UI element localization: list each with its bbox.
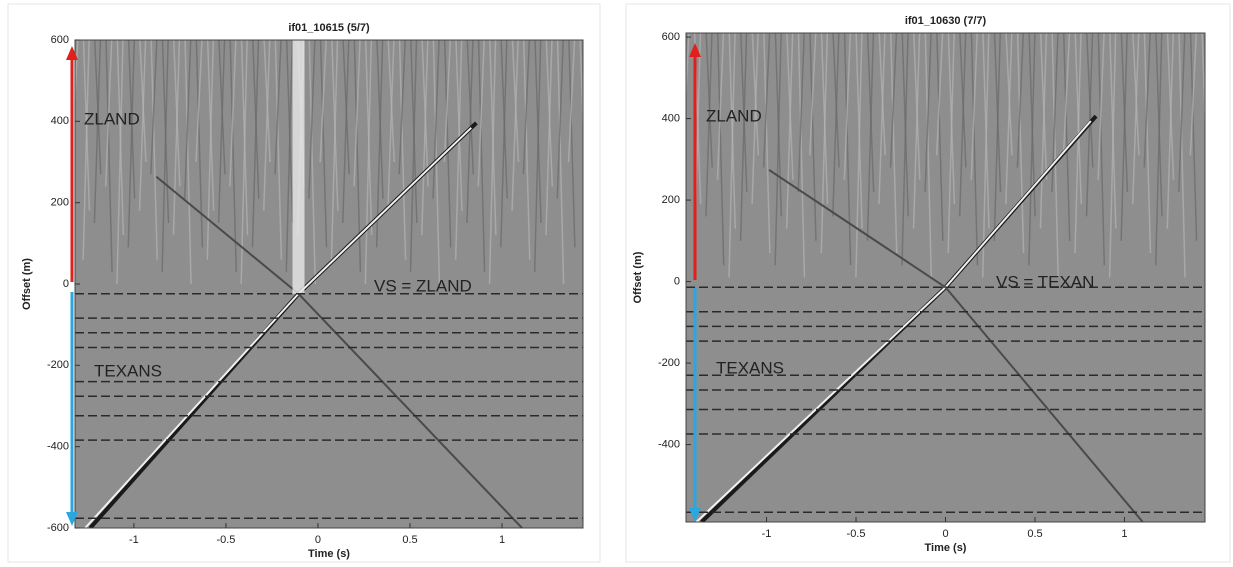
y-axis-label: Offset (m) (21, 258, 33, 310)
annotation: ZLAND (84, 109, 140, 128)
annotation: TEXANS (94, 361, 162, 380)
x-tick-label: -0.5 (216, 534, 235, 546)
y-tick-label: -400 (47, 441, 69, 453)
x-axis-label: Time (s) (925, 542, 967, 554)
y-tick-label: -400 (658, 438, 680, 450)
y-tick-label: -200 (658, 357, 680, 369)
y-tick-label: 600 (51, 34, 69, 46)
y-tick-label: -600 (47, 522, 69, 534)
y-tick-label: 400 (51, 115, 69, 127)
x-tick-label: 0.5 (402, 534, 417, 546)
y-tick-label: -200 (47, 359, 69, 371)
x-tick-label: -0.5 (847, 528, 866, 540)
annotation: ZLAND (706, 106, 762, 125)
y-tick-label: 0 (674, 275, 680, 287)
y-tick-label: 600 (662, 31, 680, 43)
chart-title: if01_10630 (7/7) (905, 15, 987, 27)
y-tick-label: 0 (63, 278, 69, 290)
plot-background (686, 33, 1205, 522)
annotation: VS = TEXAN (996, 272, 1094, 291)
annotation: TEXANS (716, 358, 784, 377)
chart-title: if01_10615 (5/7) (288, 22, 370, 34)
x-tick-label: -1 (129, 534, 139, 546)
figure: if01_10615 (5/7) Time (s) Offset (m) -1 -0.5… (0, 0, 1233, 567)
y-tick-label: 200 (51, 197, 69, 209)
y-tick-label: 200 (662, 194, 680, 206)
y-tick-label: 400 (662, 112, 680, 124)
x-tick-label: 0 (942, 528, 948, 540)
x-tick-label: 1 (1121, 528, 1127, 540)
bright-band (293, 40, 305, 294)
x-tick-label: 0 (315, 534, 321, 546)
x-tick-label: 0.5 (1027, 528, 1042, 540)
x-axis-label: Time (s) (308, 548, 350, 560)
y-axis-label: Offset (m) (632, 251, 644, 303)
x-tick-label: 1 (499, 534, 505, 546)
x-tick-label: -1 (762, 528, 772, 540)
annotation: VS = ZLAND (374, 276, 472, 295)
